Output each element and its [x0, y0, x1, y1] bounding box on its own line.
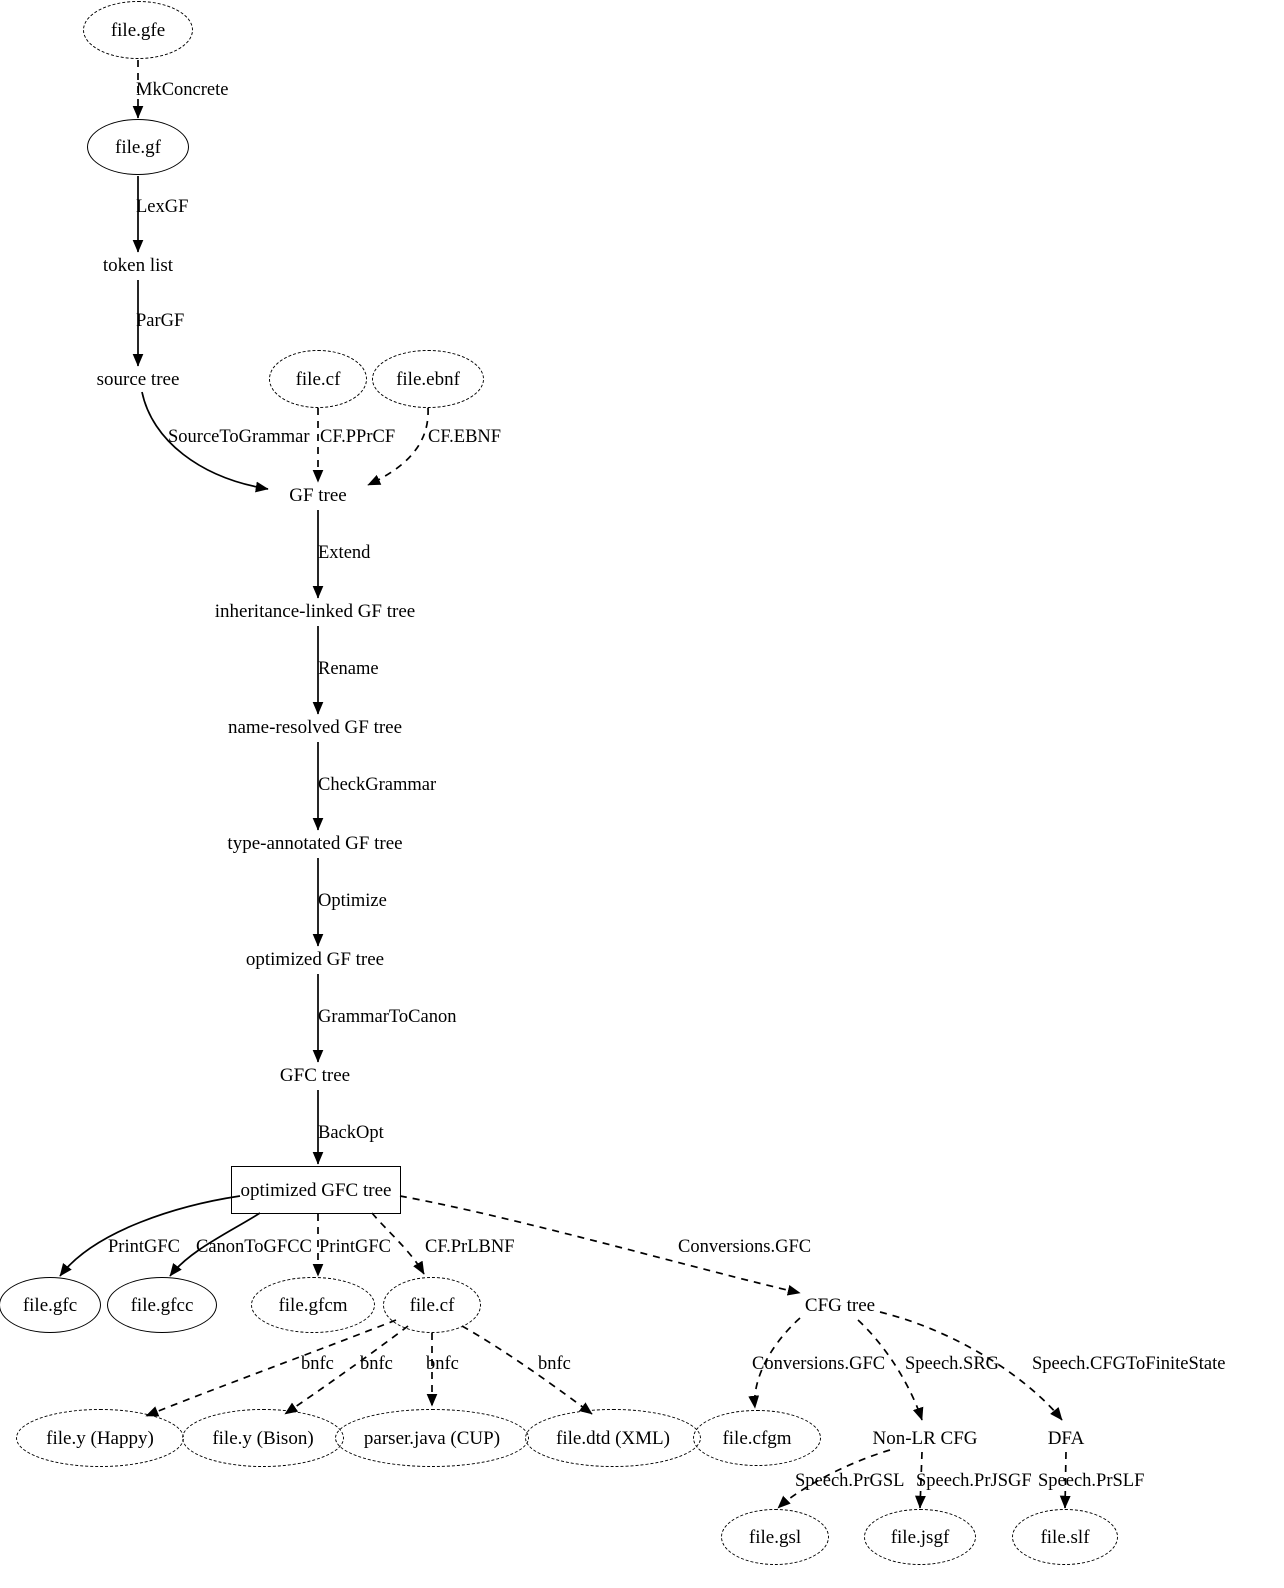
- node-label: file.gf: [115, 136, 161, 158]
- node-file-ebnf[interactable]: file.ebnf: [372, 350, 484, 408]
- node-optimized-gfc-tree[interactable]: optimized GFC tree: [231, 1166, 401, 1214]
- edge-label-canontogfcc: CanonToGFCC: [196, 1236, 312, 1257]
- node-label: file.y (Happy): [46, 1427, 154, 1449]
- node-type-annotated-gf-tree: type-annotated GF tree: [195, 830, 435, 856]
- node-label: optimized GF tree: [245, 948, 385, 970]
- node-file-gsl[interactable]: file.gsl: [721, 1509, 829, 1565]
- node-label: file.cf: [295, 368, 341, 390]
- node-file-cf-top[interactable]: file.cf: [269, 350, 367, 408]
- node-parser-java-cup[interactable]: parser.java (CUP): [335, 1409, 529, 1467]
- node-gf-tree: GF tree: [270, 482, 366, 508]
- node-label: parser.java (CUP): [363, 1427, 501, 1449]
- node-label: file.jsgf: [890, 1526, 950, 1548]
- node-label: CFG tree: [804, 1294, 876, 1316]
- node-file-gfe[interactable]: file.gfe: [83, 1, 193, 59]
- edge-label-bnfc-bison: bnfc: [360, 1353, 393, 1374]
- node-label: type-annotated GF tree: [227, 832, 403, 854]
- node-file-gfcc[interactable]: file.gfcc: [107, 1277, 217, 1333]
- edge-label-speech-cfgtofinitestate: Speech.CFGToFiniteState: [1032, 1353, 1226, 1374]
- node-label: file.cf: [409, 1294, 455, 1316]
- node-source-tree: source tree: [73, 366, 203, 392]
- edge-label-speech-srg: Speech.SRG: [905, 1353, 1000, 1374]
- node-file-gf[interactable]: file.gf: [87, 119, 189, 175]
- node-cfg-tree: CFG tree: [785, 1292, 895, 1318]
- node-label: file.dtd (XML): [556, 1427, 670, 1449]
- node-file-cfgm[interactable]: file.cfgm: [693, 1410, 821, 1466]
- edge-label-checkgrammar: CheckGrammar: [318, 774, 437, 795]
- edge-label-rename: Rename: [318, 658, 379, 679]
- node-label: file.y (Bison): [212, 1427, 314, 1449]
- edge-label-conversions-gfc-cfgtree: Conversions.GFC: [678, 1236, 812, 1257]
- node-file-y-bison[interactable]: file.y (Bison): [182, 1409, 344, 1467]
- node-label: source tree: [96, 368, 180, 390]
- node-file-y-happy[interactable]: file.y (Happy): [16, 1409, 184, 1467]
- edge-label-mkconcrete: MkConcrete: [136, 79, 229, 100]
- edge-label-pargf: ParGF: [136, 310, 185, 331]
- edge-bnfc-happy: [145, 1319, 397, 1417]
- node-label: inheritance-linked GF tree: [214, 600, 416, 622]
- node-label: GFC tree: [279, 1064, 351, 1086]
- node-gfc-tree: GFC tree: [260, 1062, 370, 1088]
- node-file-gfc[interactable]: file.gfc: [0, 1277, 101, 1333]
- node-label: file.slf: [1040, 1526, 1090, 1548]
- node-label: file.gfc: [22, 1294, 78, 1316]
- node-file-slf[interactable]: file.slf: [1012, 1509, 1118, 1565]
- node-label: file.cfgm: [722, 1427, 792, 1449]
- edge-label-cfpprcf: CF.PPrCF: [320, 426, 396, 447]
- edge-label-speech-prjsgf: Speech.PrJSGF: [916, 1470, 1032, 1491]
- edge-label-cfebnf: CF.EBNF: [428, 426, 502, 447]
- node-non-lr-cfg: Non-LR CFG: [855, 1425, 995, 1451]
- node-file-cf-low[interactable]: file.cf: [383, 1277, 481, 1333]
- node-optimized-gf-tree: optimized GF tree: [215, 946, 415, 972]
- edge-label-printgfc-gfc: PrintGFC: [108, 1236, 180, 1257]
- node-label: file.gfcc: [130, 1294, 194, 1316]
- edge-label-printgfc-gfcm: PrintGFC: [319, 1236, 391, 1257]
- edge-label-extend: Extend: [318, 542, 371, 563]
- edge-label-grammartocanon: GrammarToCanon: [318, 1006, 457, 1027]
- edge-label-conversions-gfc-cfgm: Conversions.GFC: [752, 1353, 886, 1374]
- edge-label-bnfc-dtd: bnfc: [538, 1353, 571, 1374]
- node-label: GF tree: [289, 484, 347, 506]
- edge-label-bnfc-happy: bnfc: [301, 1353, 334, 1374]
- edge-label-backopt: BackOpt: [318, 1122, 384, 1143]
- node-token-list: token list: [78, 252, 198, 278]
- node-dfa: DFA: [1031, 1425, 1101, 1451]
- node-label: file.gfcm: [278, 1294, 348, 1316]
- node-file-jsgf[interactable]: file.jsgf: [864, 1509, 976, 1565]
- edge-label-optimize: Optimize: [318, 890, 387, 911]
- node-label: token list: [102, 254, 174, 276]
- edge-label-speech-prgsl: Speech.PrGSL: [795, 1470, 905, 1491]
- node-label: Non-LR CFG: [872, 1427, 978, 1449]
- node-label: DFA: [1047, 1427, 1085, 1449]
- node-label: name-resolved GF tree: [227, 716, 403, 738]
- edge-bnfc-dtd: [461, 1325, 593, 1415]
- edge-label-speech-prslf: Speech.PrSLF: [1038, 1470, 1145, 1491]
- node-name-resolved-gf-tree: name-resolved GF tree: [195, 714, 435, 740]
- node-label: optimized GFC tree: [240, 1179, 392, 1201]
- node-file-gfcm[interactable]: file.gfcm: [251, 1277, 375, 1333]
- node-file-dtd-xml[interactable]: file.dtd (XML): [525, 1409, 701, 1467]
- edge-label-sourcetogrammar: SourceToGrammar: [168, 426, 310, 447]
- edge-label-cfprlbnf: CF.PrLBNF: [425, 1236, 515, 1257]
- node-label: file.gsl: [748, 1526, 802, 1548]
- node-label: file.ebnf: [396, 368, 460, 390]
- node-label: file.gfe: [110, 19, 166, 41]
- edge-label-lexgf: LexGF: [136, 196, 189, 217]
- edge-label-bnfc-cup: bnfc: [426, 1353, 459, 1374]
- node-inheritance-linked-gf-tree: inheritance-linked GF tree: [185, 598, 445, 624]
